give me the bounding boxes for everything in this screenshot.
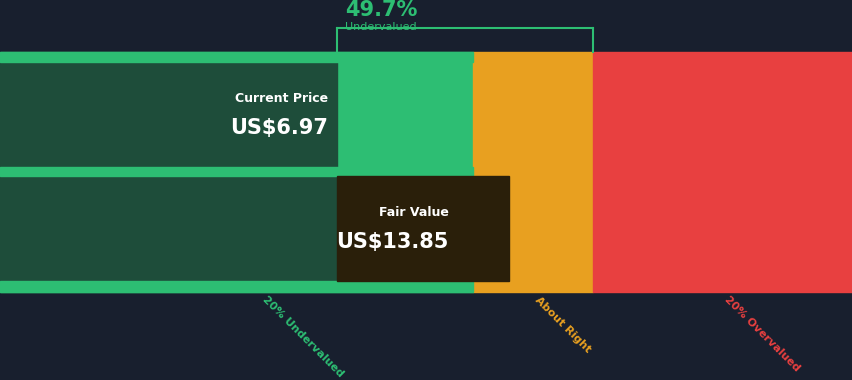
Bar (0, 62, 337, 168)
Text: US$13.85: US$13.85 (336, 232, 448, 252)
Bar (0, 52, 473, 62)
Bar (473, 52, 592, 292)
Text: Undervalued: Undervalued (345, 22, 417, 32)
Text: Current Price: Current Price (235, 92, 328, 105)
Text: US$6.97: US$6.97 (230, 118, 328, 138)
Bar (337, 176, 509, 281)
Text: 49.7%: 49.7% (345, 0, 417, 20)
Text: 20% Overvalued: 20% Overvalued (722, 295, 801, 374)
Bar (0, 176, 473, 281)
Text: 20% Undervalued: 20% Undervalued (260, 295, 345, 380)
Bar (0, 52, 473, 292)
Bar (592, 52, 852, 292)
Bar (0, 168, 473, 176)
Bar (0, 281, 473, 292)
Text: About Right: About Right (532, 295, 592, 355)
Text: Fair Value: Fair Value (378, 206, 448, 218)
